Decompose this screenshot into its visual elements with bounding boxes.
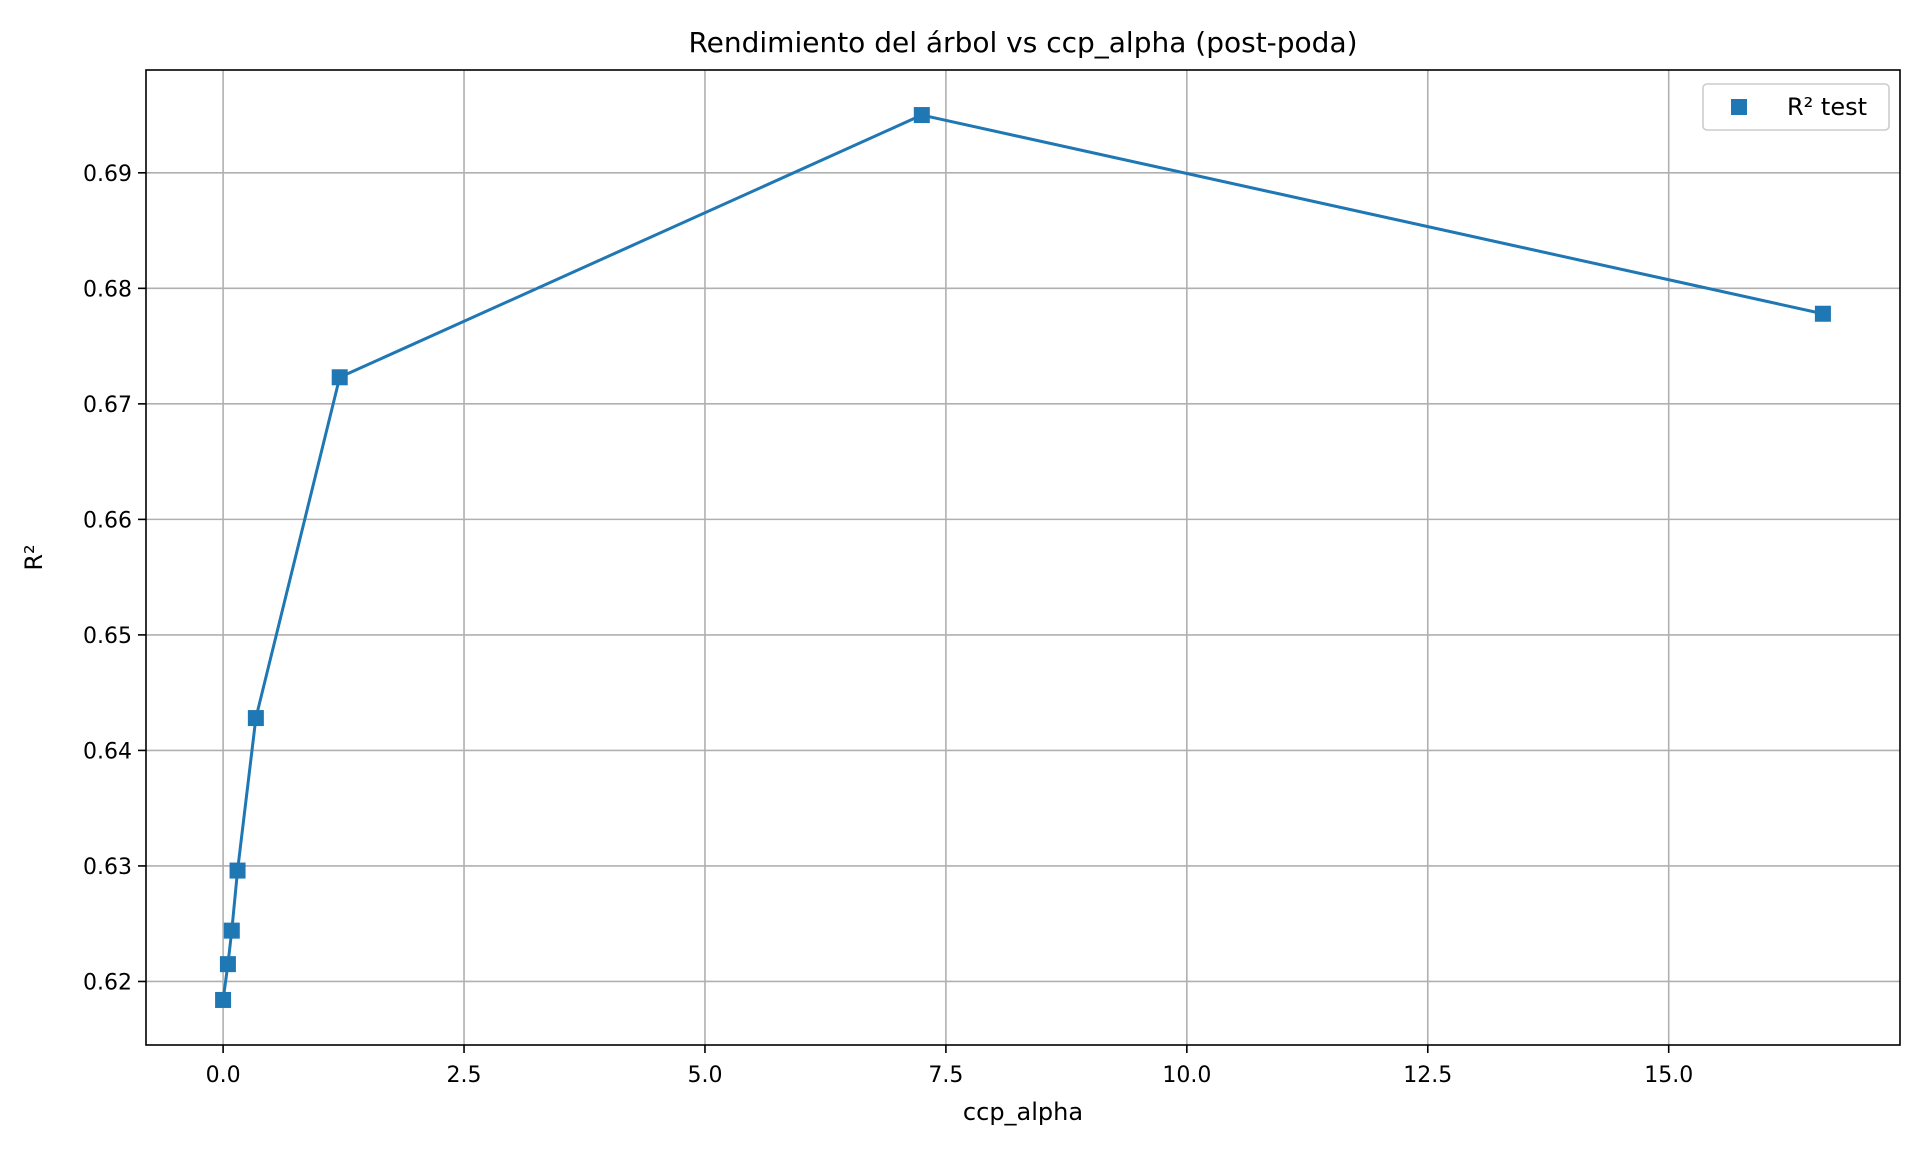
legend-marker [1731,99,1747,115]
x-tick-label: 15.0 [1644,1063,1693,1088]
y-tick-label: 0.69 [83,162,132,187]
data-point [229,862,246,879]
y-tick-label: 0.66 [83,508,132,533]
data-point [223,922,240,939]
y-tick-label: 0.63 [83,855,132,880]
x-tick-label: 10.0 [1162,1063,1211,1088]
series-layer [215,107,1831,1008]
x-tick-label: 2.5 [447,1063,482,1088]
y-axis-label: R² [20,544,48,570]
y-tick-label: 0.62 [83,970,132,995]
data-point [219,956,236,973]
data-point [247,710,264,727]
x-tick-label: 0.0 [206,1063,241,1088]
x-tick-label: 5.0 [687,1063,722,1088]
legend-box [1702,83,1890,131]
grid-lines [146,70,1900,1045]
x-tick-label: 12.5 [1403,1063,1452,1088]
data-point [215,991,232,1008]
y-tick-label: 0.65 [83,624,132,649]
y-tick-label: 0.68 [83,277,132,302]
x-tick-label: 7.5 [928,1063,963,1088]
y-tick-label: 0.67 [83,393,132,418]
x-axis-label: ccp_alpha [963,1098,1083,1126]
legend: R² test [1702,83,1890,131]
data-point [1814,305,1831,322]
plot-frame [145,69,1901,1046]
y-tick-label: 0.64 [83,739,132,764]
data-point [913,107,930,124]
axis-ticks: 0.0 2.5 5.0 7.5 10.0 12.5 15.0 0.62 0.63 0.64 0.65… [83,162,1693,1088]
data-point [331,369,348,386]
series-line [221,113,1824,1001]
legend-label: R² test [1787,93,1867,121]
chart-title: Rendimiento del árbol vs ccp_alpha (post… [688,26,1357,59]
